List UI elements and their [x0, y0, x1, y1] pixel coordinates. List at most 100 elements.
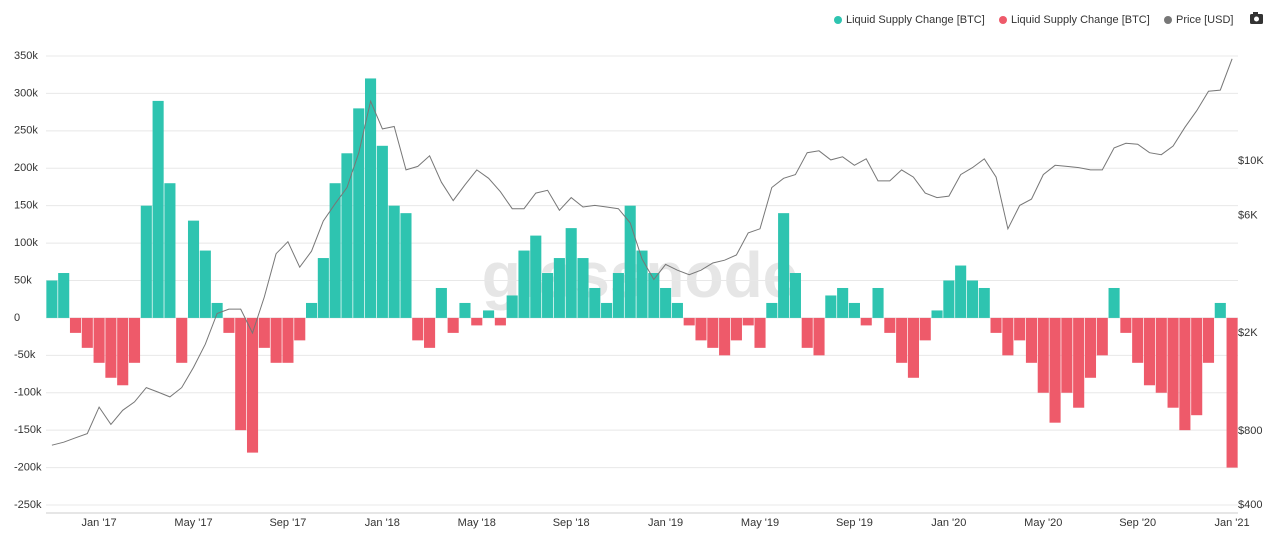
bar — [542, 273, 554, 318]
bar — [1084, 317, 1097, 378]
bar — [1049, 317, 1061, 423]
legend-item[interactable]: Price [USD] — [1164, 14, 1233, 26]
bar — [1226, 317, 1238, 468]
x-tick-label: May '20 — [1024, 517, 1062, 529]
y-tick-label: 250k — [14, 125, 38, 137]
bar — [801, 317, 813, 348]
bar — [683, 317, 695, 326]
bar — [601, 302, 613, 318]
x-tick-label: Sep '20 — [1119, 517, 1156, 529]
bar — [1214, 302, 1226, 318]
bar — [907, 317, 919, 378]
bar — [766, 302, 778, 318]
bar — [258, 317, 270, 348]
x-tick-label: Jan '21 — [1215, 517, 1250, 529]
bar — [1037, 317, 1049, 393]
bar — [955, 265, 967, 318]
bar — [235, 317, 247, 431]
bar — [742, 317, 754, 326]
y-tick-label: 0 — [14, 312, 20, 324]
legend-item[interactable]: Liquid Supply Change [BTC] — [999, 14, 1150, 26]
bar — [518, 250, 530, 318]
bar — [1073, 317, 1085, 408]
x-tick-label: May '19 — [741, 517, 779, 529]
bar — [1167, 317, 1179, 408]
bar — [648, 273, 660, 318]
bar — [671, 302, 683, 318]
bar — [400, 213, 412, 318]
x-tick-label: May '18 — [458, 517, 496, 529]
bar — [730, 317, 742, 341]
bar — [612, 273, 624, 318]
bar — [1014, 317, 1026, 341]
y-tick-label: -50k — [14, 349, 36, 361]
y-tick-label: 350k — [14, 50, 38, 62]
bar — [1002, 317, 1014, 356]
bar — [530, 235, 542, 318]
bar — [978, 287, 990, 318]
bar — [58, 273, 70, 318]
bar — [754, 317, 766, 348]
bar — [435, 287, 447, 318]
bar — [46, 280, 58, 318]
bar — [353, 108, 365, 318]
bar — [1108, 287, 1120, 318]
bar — [660, 287, 672, 318]
bar — [565, 228, 577, 318]
bar — [246, 317, 259, 453]
bar — [1096, 317, 1108, 356]
bar — [152, 100, 164, 318]
bar — [778, 213, 790, 318]
bar — [164, 183, 176, 318]
camera-icon[interactable] — [1250, 12, 1263, 24]
bar — [636, 250, 648, 318]
y-tick-label: -200k — [14, 461, 42, 473]
bar — [789, 273, 801, 318]
legend-item[interactable]: Liquid Supply Change [BTC] — [834, 14, 985, 26]
bar — [1143, 317, 1156, 386]
bar — [719, 317, 731, 356]
y2-tick-label: $10K — [1238, 155, 1264, 167]
x-tick-label: Sep '17 — [269, 517, 306, 529]
bar — [506, 295, 518, 318]
bar — [624, 205, 636, 318]
bar — [176, 317, 188, 363]
legend-label: Liquid Supply Change [BTC] — [846, 14, 985, 26]
bar — [447, 317, 459, 333]
bar — [1120, 317, 1132, 333]
bar — [223, 317, 235, 333]
bar — [1191, 317, 1203, 416]
x-tick-label: Sep '19 — [836, 517, 873, 529]
bar — [69, 317, 82, 333]
bar — [199, 250, 211, 318]
bar — [860, 317, 872, 326]
bar — [848, 302, 860, 318]
bar — [459, 302, 471, 318]
bar — [553, 258, 565, 318]
y2-tick-label: $6K — [1238, 209, 1258, 221]
y-tick-label: 300k — [14, 87, 38, 99]
bar — [825, 295, 837, 318]
bar — [577, 258, 589, 318]
y-tick-label: -150k — [14, 424, 42, 436]
x-tick-label: Jan '18 — [365, 517, 400, 529]
y-tick-label: -100k — [14, 387, 42, 399]
y-tick-label: 100k — [14, 237, 38, 249]
bar — [1025, 317, 1038, 363]
bar — [1155, 317, 1167, 393]
legend-marker — [999, 16, 1007, 24]
bar — [412, 317, 424, 341]
bar — [1132, 317, 1144, 363]
y-tick-label: 150k — [14, 200, 38, 212]
bar — [329, 183, 341, 318]
legend-label: Liquid Supply Change [BTC] — [1011, 14, 1150, 26]
bar — [341, 153, 353, 318]
bar — [966, 280, 979, 318]
x-tick-label: Jan '17 — [82, 517, 117, 529]
bar — [884, 317, 896, 333]
bar — [919, 317, 931, 341]
bar — [813, 317, 825, 356]
bar — [282, 317, 294, 363]
bar — [471, 317, 483, 326]
